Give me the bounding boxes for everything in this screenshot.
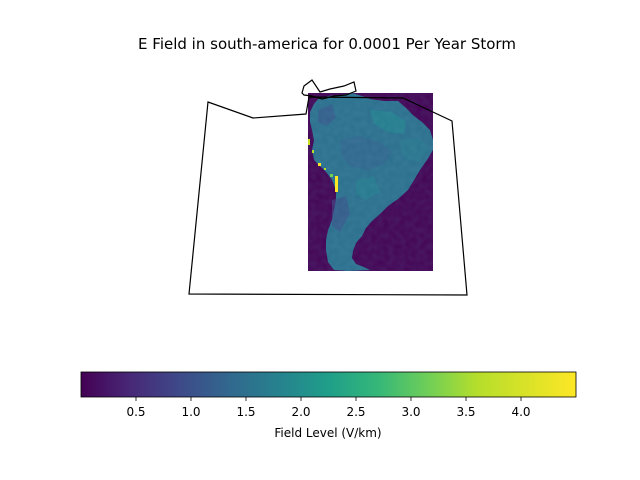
colorbar-frame bbox=[80, 371, 577, 398]
high-field-coast bbox=[335, 176, 338, 192]
high-field-coast bbox=[318, 163, 321, 166]
high-field-coast bbox=[324, 168, 326, 170]
region-outline bbox=[188, 96, 468, 296]
map-plot-area bbox=[188, 79, 468, 296]
colorbar-label: Field Level (V/km) bbox=[274, 426, 381, 440]
colorbar-tick-label: 0.5 bbox=[126, 405, 145, 419]
field-heatmap bbox=[308, 93, 433, 271]
colorbar-tick-label: 1.0 bbox=[181, 405, 200, 419]
colorbar-ticks: 0.5 1.0 1.5 2.0 2.5 3.0 3.5 4.0 bbox=[126, 397, 531, 419]
colorbar-tick-label: 3.0 bbox=[401, 405, 420, 419]
high-field-coast bbox=[330, 174, 333, 177]
colorbar-tick-label: 3.5 bbox=[456, 405, 475, 419]
coastline-outline bbox=[301, 79, 357, 100]
colorbar-gradient bbox=[81, 372, 576, 397]
raster-texture bbox=[308, 93, 433, 271]
colorbar-tick-label: 2.5 bbox=[346, 405, 365, 419]
high-field-coast bbox=[308, 139, 310, 145]
colorbar: 0.5 1.0 1.5 2.0 2.5 3.0 3.5 4.0 Field Level (V/… bbox=[80, 371, 577, 440]
chart-title: E Field in south-america for 0.0001 Per … bbox=[138, 35, 516, 53]
colorbar-tick-label: 4.0 bbox=[511, 405, 530, 419]
colorbar-tick-label: 1.5 bbox=[236, 405, 255, 419]
colorbar-tick-label: 2.0 bbox=[291, 405, 310, 419]
high-field-coast bbox=[312, 150, 314, 153]
